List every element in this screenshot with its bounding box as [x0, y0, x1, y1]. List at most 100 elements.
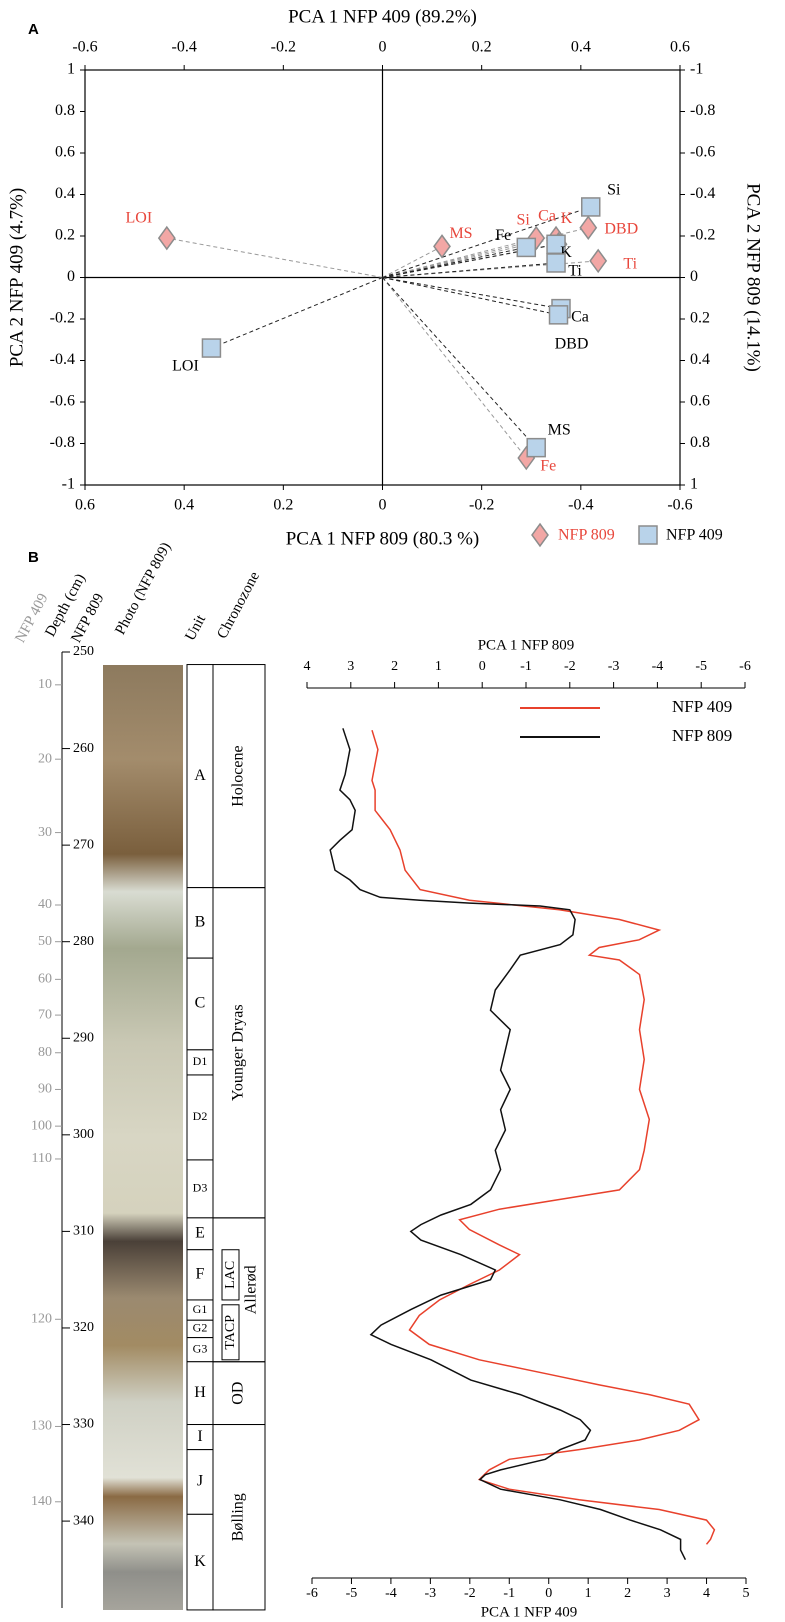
y2-tick-label: -1 [690, 61, 703, 78]
x-tick-label: 0.2 [472, 39, 492, 56]
x-tick-label: -4 [385, 1586, 397, 1601]
x-tick-label: -3 [425, 1586, 437, 1601]
series-line [371, 729, 716, 1545]
unit-label: G2 [193, 1321, 208, 1335]
y-tick-label: 0.4 [55, 185, 75, 202]
point-label: Ca [538, 208, 556, 225]
square-point [526, 437, 546, 458]
column-title: Unit [182, 612, 209, 644]
y-tick-label: -0.6 [50, 393, 75, 410]
depth2-tick-label: 140 [31, 1494, 52, 1509]
unit-box [186, 957, 214, 1051]
loading-vector [382, 262, 557, 278]
diamond-point [531, 522, 549, 548]
depth-tick-label: 250 [73, 644, 94, 659]
unit-box [186, 1249, 214, 1301]
y2-tick-label: 0.6 [690, 393, 710, 410]
x2-tick-label: 3 [347, 659, 354, 674]
unit-label: F [196, 1266, 205, 1283]
depth2-tick-label: 20 [38, 751, 52, 766]
depth-tick-label: 300 [73, 1127, 94, 1142]
unit-label: D1 [193, 1054, 208, 1068]
x2-tick-label: 0 [479, 659, 486, 674]
diamond-point [589, 248, 608, 274]
column-title: Chronozone [214, 569, 263, 642]
point-label: LOI [172, 358, 199, 375]
chronozone-label: Holocene [230, 745, 247, 806]
point-label: Fe [540, 458, 556, 475]
depth-tick-label: 260 [73, 741, 94, 756]
point-label: MS [449, 225, 472, 242]
subzone-box [221, 1249, 240, 1301]
x-tick-label: -0.2 [271, 39, 296, 56]
x-tick-label: 0 [545, 1586, 552, 1601]
square-point [548, 305, 569, 325]
depth2-tick-label: 120 [31, 1311, 52, 1326]
x-tick-label: -1 [503, 1586, 515, 1601]
loading-vector [382, 277, 537, 448]
depth2-tick-label: 40 [38, 897, 52, 912]
unit-box [186, 1513, 214, 1611]
column-title: Photo (NFP 809) [112, 540, 174, 638]
legend-label: NFP 409 [672, 697, 732, 716]
y2-tick-label: 0.8 [690, 434, 710, 451]
depth2-tick-label: 30 [38, 825, 52, 840]
unit-label: G1 [193, 1302, 208, 1316]
x2-tick-label: -0.4 [568, 497, 593, 514]
x2-tick-label: -2 [564, 659, 576, 674]
loading-vector [382, 277, 527, 459]
chronozone-label: Younger Dryas [230, 1004, 247, 1101]
panel-label: A [28, 21, 39, 38]
loading-vector [166, 237, 383, 278]
depth2-tick-label: 130 [31, 1419, 52, 1434]
diamond-point [579, 215, 598, 240]
depth-tick-label: 270 [73, 837, 94, 852]
y2-tick-label: -0.8 [690, 102, 715, 119]
x-tick-label: 3 [664, 1586, 671, 1601]
point-label: Ti [568, 263, 582, 280]
x-tick-label: -5 [346, 1586, 358, 1601]
x2-tick-label: 0.2 [273, 497, 293, 514]
x2-tick-label: -3 [608, 659, 620, 674]
depth-tick-label: 310 [73, 1224, 94, 1239]
chronozone-label: Bølling [230, 1493, 247, 1541]
x-tick-label: -6 [306, 1586, 318, 1601]
point-label: DBD [604, 220, 638, 237]
y-tick-label: 0 [67, 268, 75, 285]
point-label: DBD [555, 336, 589, 353]
core-photo [103, 665, 183, 1610]
depth2-tick-label: 90 [38, 1082, 52, 1097]
point-label: MS [548, 421, 571, 438]
depth-tick-label: 330 [73, 1417, 94, 1432]
depth-tick-label: 320 [73, 1320, 94, 1335]
x2-tick-label: 1 [435, 659, 442, 674]
depth-tick-label: 290 [73, 1030, 94, 1045]
loading-vector [382, 277, 562, 310]
x-tick-label: 0.6 [670, 39, 690, 56]
x-tick-label: -2 [464, 1586, 476, 1601]
series-line [329, 728, 687, 1561]
point-label: Si [607, 182, 621, 199]
point-label: LOI [125, 210, 152, 227]
column-title: NFP 409 [12, 591, 51, 646]
x2-tick-label: -0.6 [667, 497, 692, 514]
subzone-label: LAC [223, 1261, 238, 1289]
x-tick-label: 1 [585, 1586, 592, 1601]
x-tick-label: -0.4 [172, 39, 197, 56]
loading-vector [382, 237, 537, 278]
diamond-point [433, 234, 451, 259]
y-tick-label: -0.4 [50, 351, 75, 368]
point-label: K [561, 210, 573, 227]
depth2-tick-label: 70 [38, 1007, 52, 1022]
depth2-tick-label: 80 [38, 1045, 52, 1060]
x-tick-label: 0.4 [571, 39, 591, 56]
x2-tick-label: 0.6 [75, 497, 95, 514]
y2-tick-label: -0.6 [690, 144, 715, 161]
unit-label: D2 [193, 1109, 208, 1123]
x2-tick-label: 0 [379, 497, 387, 514]
chronozone-box [212, 1424, 266, 1611]
unit-label: J [197, 1473, 203, 1490]
diamond-point [157, 225, 176, 251]
point-label: Si [517, 212, 531, 229]
